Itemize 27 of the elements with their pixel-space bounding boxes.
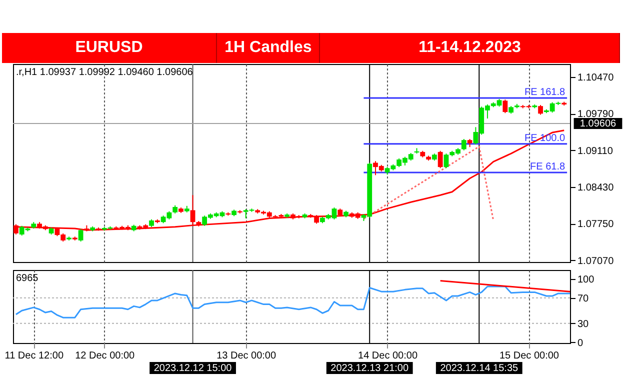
series-label: FE 161.8	[524, 86, 566, 98]
y-tick-label: 1.10470	[578, 72, 614, 84]
ref-line-label: 2023.12.12 15:00	[154, 363, 232, 374]
y-tick-label: 1.08430	[578, 182, 614, 194]
x-tick-label: 14 Dec 00:00	[358, 350, 418, 362]
y-tick-label: 1.09110	[578, 146, 614, 157]
x-tick-label: 12 Dec 00:00	[75, 350, 136, 362]
x-tick-label: 13 Dec 00:00	[216, 350, 276, 362]
series-label: FE 100.0	[524, 132, 566, 144]
x-tick-label: 11 Dec 12:00	[4, 350, 64, 362]
text: 11-14.12.2023	[320, 33, 620, 63]
ref-line-label: 2023.12.13 21:00	[330, 363, 409, 374]
y-tick-label: 1.07070	[578, 256, 614, 267]
series-label: FE 61.8	[530, 161, 566, 172]
y-tick-label: 1.09790	[578, 109, 614, 120]
chart-subtitle: 1H Candles	[216, 33, 320, 63]
y-tick-label: 0	[578, 338, 584, 349]
ref-line-label: 1.09606	[580, 118, 617, 130]
y-tick-label: 1.07750	[578, 219, 614, 230]
ref-line-label: 2023.12.14 15:35	[440, 363, 518, 374]
y-tick-label: 100	[578, 274, 595, 286]
annotation: 6965	[16, 273, 39, 284]
y-tick-label: 30	[578, 318, 590, 330]
y-tick-label: 70	[578, 293, 590, 304]
annotation: .r,H1 1.09937 1.09992 1.09460 1.09606	[16, 67, 194, 78]
x-tick-label: 15 Dec 00:00	[499, 350, 560, 362]
chart-title: EURUSD	[2, 33, 217, 63]
